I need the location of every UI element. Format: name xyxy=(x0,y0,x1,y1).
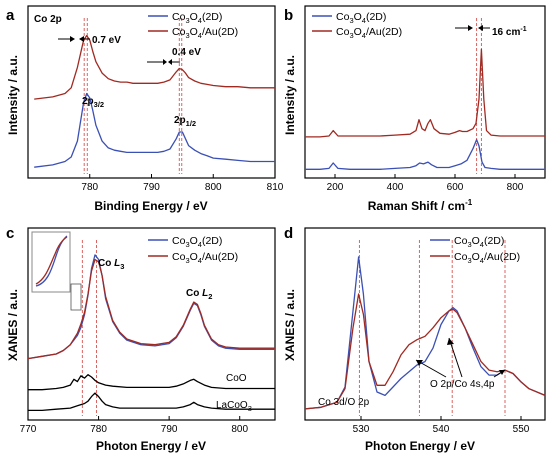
panel-a-title: Co 2p xyxy=(34,14,62,25)
panel-b-shift-label: 16 cm-1 xyxy=(492,26,527,38)
legend-b-co3o4: Co3O4(2D) xyxy=(336,11,386,25)
panel-d-letter: d xyxy=(284,225,293,242)
panel-c: 770 780 790 800 c XANES / a.u. Photon Energ… xyxy=(6,225,276,453)
panel-b-frame xyxy=(304,5,546,179)
panel-d-anno-1: Co 3d/O 2p xyxy=(318,397,370,408)
series-c-1 xyxy=(27,258,275,360)
panel-c-ticks: 770 780 790 800 xyxy=(20,416,248,435)
panel-d-anno-2: O 2p/Co 4s,4p xyxy=(430,379,495,390)
panel-d-ticks: 530 540 550 xyxy=(353,416,530,435)
tick-label-b-0: 200 xyxy=(327,182,344,193)
series-b-0 xyxy=(305,138,545,170)
legend-b-au: Co3O4/Au(2D) xyxy=(336,26,402,40)
legend-a-co3o4: Co3O4(2D) xyxy=(172,11,222,25)
tick-label-a-2: 800 xyxy=(205,182,222,193)
panel-b: 200 400 600 800 b Intensity / a.u. Raman Sh… xyxy=(283,5,546,213)
tick-label-a-3: 810 xyxy=(267,182,284,193)
legend-d-au: Co3O4/Au(2D) xyxy=(454,251,520,265)
tick-label-d-1: 540 xyxy=(433,424,450,435)
tick-label-b-2: 600 xyxy=(447,182,464,193)
tick-label-a-1: 790 xyxy=(143,182,160,193)
legend-c-au: Co3O4/Au(2D) xyxy=(172,251,238,265)
panel-b-ylabel: Intensity / a.u. xyxy=(283,55,297,135)
panel-d-xlabel: Photon Energy / eV xyxy=(365,439,475,453)
panel-b-series xyxy=(305,48,545,170)
panel-b-ticks: 200 400 600 800 xyxy=(327,174,524,193)
panel-b-guides xyxy=(476,18,482,174)
panel-a-split-1-label: 0.7 eV xyxy=(92,35,121,46)
tick-label-d-0: 530 xyxy=(353,424,370,435)
panel-b-letter: b xyxy=(284,7,293,24)
tick-label-d-2: 550 xyxy=(513,424,530,435)
panel-d-guides xyxy=(358,240,506,416)
panel-b-xlabel: Raman Shift / cm-1 xyxy=(368,198,473,213)
tick-label-b-3: 800 xyxy=(507,182,524,193)
panel-a: 780 790 800 810 a Co 2p Intensity / a.u. Bi… xyxy=(6,5,284,213)
panel-c-xlabel: Photon Energy / eV xyxy=(96,439,206,453)
panel-c-series xyxy=(27,254,275,412)
panel-d-frame xyxy=(304,227,546,421)
panel-a-split-1: 0.7 eV xyxy=(58,35,121,46)
panel-b-legend: Co3O4(2D) Co3O4/Au(2D) xyxy=(312,11,402,40)
panel-c-legend: Co3O4(2D) Co3O4/Au(2D) xyxy=(148,235,238,265)
tick-label-c-2: 790 xyxy=(161,424,178,435)
legend-a-au: Co3O4/Au(2D) xyxy=(172,26,238,40)
series-c-2 xyxy=(28,374,275,391)
panel-d-series xyxy=(304,256,546,410)
panel-a-guides xyxy=(83,18,183,174)
panel-c-lacoo-label: LaCoO3 xyxy=(216,400,252,413)
panel-d: 530 540 550 d XANES / a.u. Photon Energy /… xyxy=(283,225,546,453)
panel-a-letter: a xyxy=(6,7,15,24)
tick-label-a-0: 780 xyxy=(81,182,98,193)
tick-label-c-3: 800 xyxy=(231,424,248,435)
panel-a-peak-2: 2p1/2 xyxy=(174,115,196,128)
panel-c-coo-label: CoO xyxy=(226,373,247,384)
panel-a-split-2: 0.4 eV xyxy=(147,47,201,65)
tick-label-c-0: 770 xyxy=(20,424,37,435)
legend-d-co3o4: Co3O4(2D) xyxy=(454,235,504,249)
panel-a-ticks: 780 790 800 810 xyxy=(81,174,284,193)
panel-b-shift: 16 cm-1 xyxy=(455,25,527,38)
panel-d-anno-2-arrows xyxy=(415,337,506,378)
panel-a-legend: Co3O4(2D) Co3O4/Au(2D) xyxy=(148,11,238,40)
panel-a-split-2-label: 0.4 eV xyxy=(172,47,201,58)
tick-label-b-1: 400 xyxy=(387,182,404,193)
series-d-1 xyxy=(304,293,546,410)
panel-c-guides xyxy=(81,240,97,416)
panel-c-letter: c xyxy=(6,225,14,242)
panel-d-ylabel: XANES / a.u. xyxy=(283,289,297,361)
series-d-0 xyxy=(304,256,546,410)
panel-c-l3-label: Co L3 xyxy=(98,258,124,271)
panel-a-xlabel: Binding Energy / eV xyxy=(94,199,207,213)
panel-a-peak-1: 2p3/2 xyxy=(82,96,104,109)
panel-c-zoom-box xyxy=(70,283,82,311)
panel-a-ylabel: Intensity / a.u. xyxy=(6,55,20,135)
series-a-1 xyxy=(34,34,275,100)
panel-c-l2-label: Co L2 xyxy=(186,288,212,301)
panel-c-frame xyxy=(27,227,276,421)
panel-c-ylabel: XANES / a.u. xyxy=(6,289,20,361)
panel-a-series xyxy=(34,34,275,168)
panel-c-inset xyxy=(31,231,82,311)
panel-c-inset-red xyxy=(35,236,68,285)
series-b-1 xyxy=(305,48,545,138)
legend-c-co3o4: Co3O4(2D) xyxy=(172,235,222,249)
tick-label-c-1: 780 xyxy=(90,424,107,435)
panel-d-legend: Co3O4(2D) Co3O4/Au(2D) xyxy=(430,235,520,265)
series-a-0 xyxy=(34,92,275,168)
series-c-3 xyxy=(28,392,275,412)
